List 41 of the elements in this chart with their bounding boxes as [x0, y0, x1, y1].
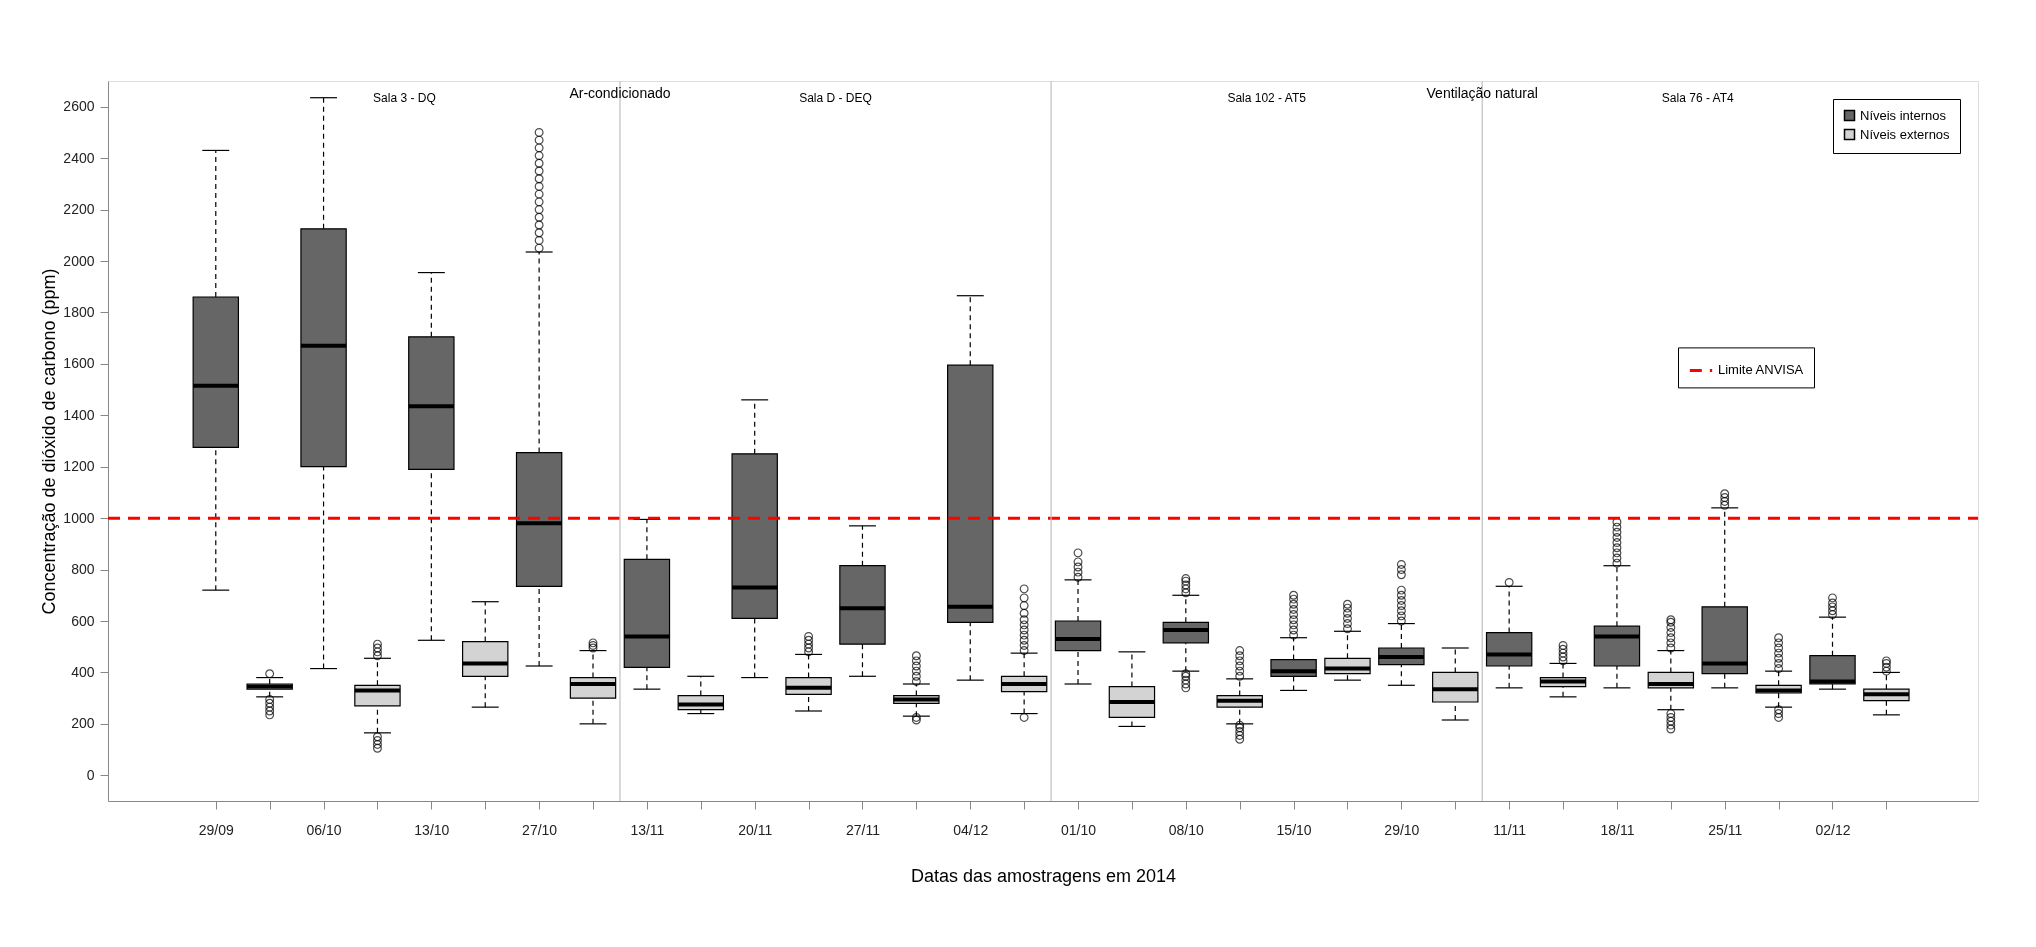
x-tick-label: 04/12	[953, 821, 989, 838]
y-tick-label: 1800	[63, 303, 95, 320]
x-tick-label: 13/10	[414, 821, 450, 838]
legend-label: Limite ANVISA	[1718, 362, 1804, 378]
y-tick-label: 1600	[63, 355, 95, 372]
x-tick-label: 29/10	[1384, 821, 1420, 838]
annotation: Sala D - DEQ	[799, 91, 872, 105]
y-tick-label: 400	[71, 663, 95, 680]
y-tick-label: 1200	[63, 458, 95, 475]
legend-label: Níveis externos	[1860, 126, 1951, 142]
legend-label: Níveis internos	[1860, 107, 1947, 123]
x-tick-label: 15/10	[1276, 821, 1312, 838]
x-tick-label: 25/11	[1708, 821, 1743, 838]
y-tick-label: 1000	[63, 509, 95, 526]
y-tick-label: 0	[86, 766, 95, 783]
y-tick-label: 200	[71, 715, 95, 732]
y-tick-label: 2200	[63, 201, 95, 218]
annotation: Ventilação natural	[1426, 85, 1538, 101]
x-tick-label: 20/11	[738, 821, 773, 838]
x-tick-label: 18/11	[1600, 821, 1635, 838]
x-tick-label: 11/11	[1493, 821, 1527, 838]
annotation: Sala 76 - AT4	[1661, 91, 1734, 105]
y-tick-label: 1400	[63, 406, 95, 423]
y-tick-label: 2000	[63, 252, 95, 269]
y-tick-label: 2400	[63, 149, 95, 166]
x-tick-label: 02/12	[1815, 821, 1851, 838]
x-tick-label: 27/10	[522, 821, 558, 838]
x-tick-label: 13/11	[630, 821, 665, 838]
annotation: Ar-condicionado	[569, 85, 671, 101]
x-tick-label: 01/10	[1061, 821, 1097, 838]
x-tick-label: 27/11	[845, 821, 881, 838]
y-tick-label: 800	[71, 561, 95, 578]
y-axis-title: Concentração de dióxido de carbono (ppm)	[39, 268, 60, 615]
x-axis-title: Datas das amostragens em 2014	[910, 865, 1177, 886]
x-tick-label: 08/10	[1168, 821, 1205, 838]
x-tick-label: 06/10	[306, 821, 342, 838]
annotation: Sala 102 - AT5	[1227, 91, 1307, 105]
y-tick-label: 600	[71, 612, 95, 629]
y-tick-label: 2600	[63, 98, 95, 115]
annotation: Sala 3 - DQ	[373, 91, 436, 105]
x-tick-label: 29/09	[198, 821, 235, 838]
